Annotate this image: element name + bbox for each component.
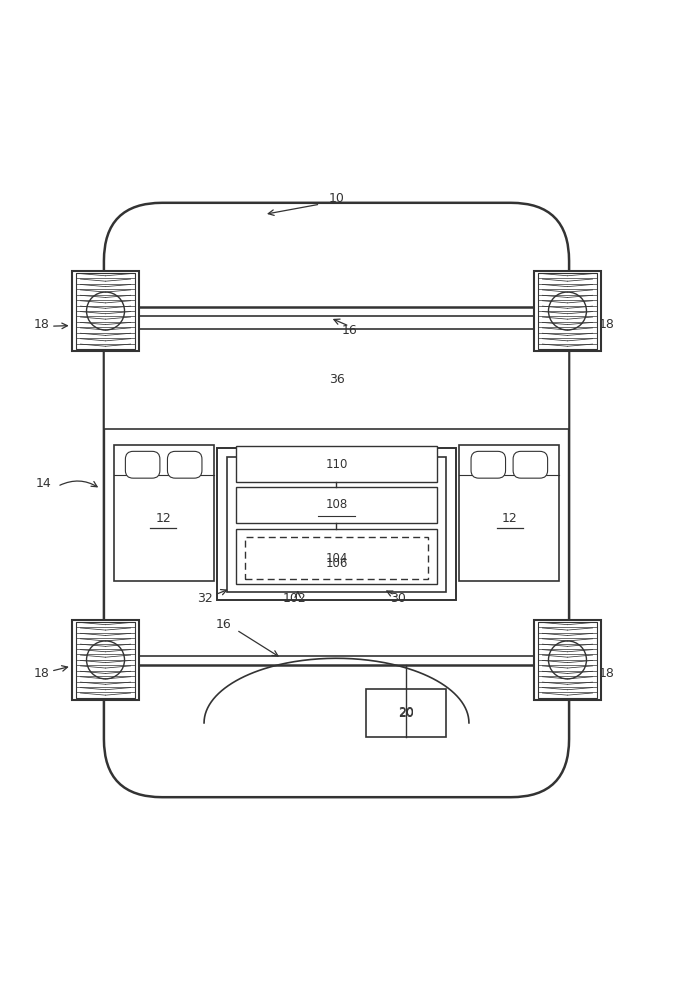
- Bar: [534, 271, 602, 351]
- Text: 106: 106: [325, 557, 348, 570]
- Text: 108: 108: [325, 498, 348, 511]
- Text: 110: 110: [325, 458, 348, 471]
- Bar: [236, 529, 437, 584]
- Text: 18: 18: [33, 318, 49, 331]
- Bar: [71, 271, 139, 351]
- FancyBboxPatch shape: [104, 203, 569, 797]
- Bar: [217, 448, 456, 600]
- Bar: [459, 445, 559, 581]
- Text: 32: 32: [197, 592, 213, 605]
- Bar: [104, 329, 569, 429]
- Text: 18: 18: [598, 318, 614, 331]
- Bar: [114, 445, 214, 581]
- Text: 12: 12: [502, 512, 518, 525]
- Bar: [365, 689, 446, 737]
- Bar: [538, 273, 598, 349]
- Bar: [75, 622, 135, 698]
- FancyBboxPatch shape: [471, 451, 505, 478]
- Text: 16: 16: [341, 324, 357, 337]
- Text: 20: 20: [398, 707, 414, 720]
- Text: 10: 10: [328, 192, 345, 205]
- Bar: [236, 487, 437, 523]
- FancyBboxPatch shape: [168, 451, 202, 478]
- FancyBboxPatch shape: [513, 451, 548, 478]
- Text: 14: 14: [36, 477, 52, 490]
- Bar: [245, 537, 428, 579]
- Bar: [538, 622, 598, 698]
- FancyBboxPatch shape: [125, 451, 160, 478]
- Bar: [534, 620, 602, 700]
- Text: 18: 18: [33, 667, 49, 680]
- Bar: [236, 446, 437, 482]
- Text: 16: 16: [215, 618, 232, 631]
- Bar: [71, 620, 139, 700]
- Text: 12: 12: [155, 512, 171, 525]
- Text: 102: 102: [283, 592, 306, 605]
- Text: 18: 18: [598, 667, 614, 680]
- Text: 104: 104: [325, 552, 348, 565]
- Text: 20: 20: [398, 706, 414, 719]
- Text: 30: 30: [390, 592, 406, 605]
- Bar: [75, 273, 135, 349]
- Bar: [227, 457, 446, 592]
- Text: 36: 36: [328, 373, 345, 386]
